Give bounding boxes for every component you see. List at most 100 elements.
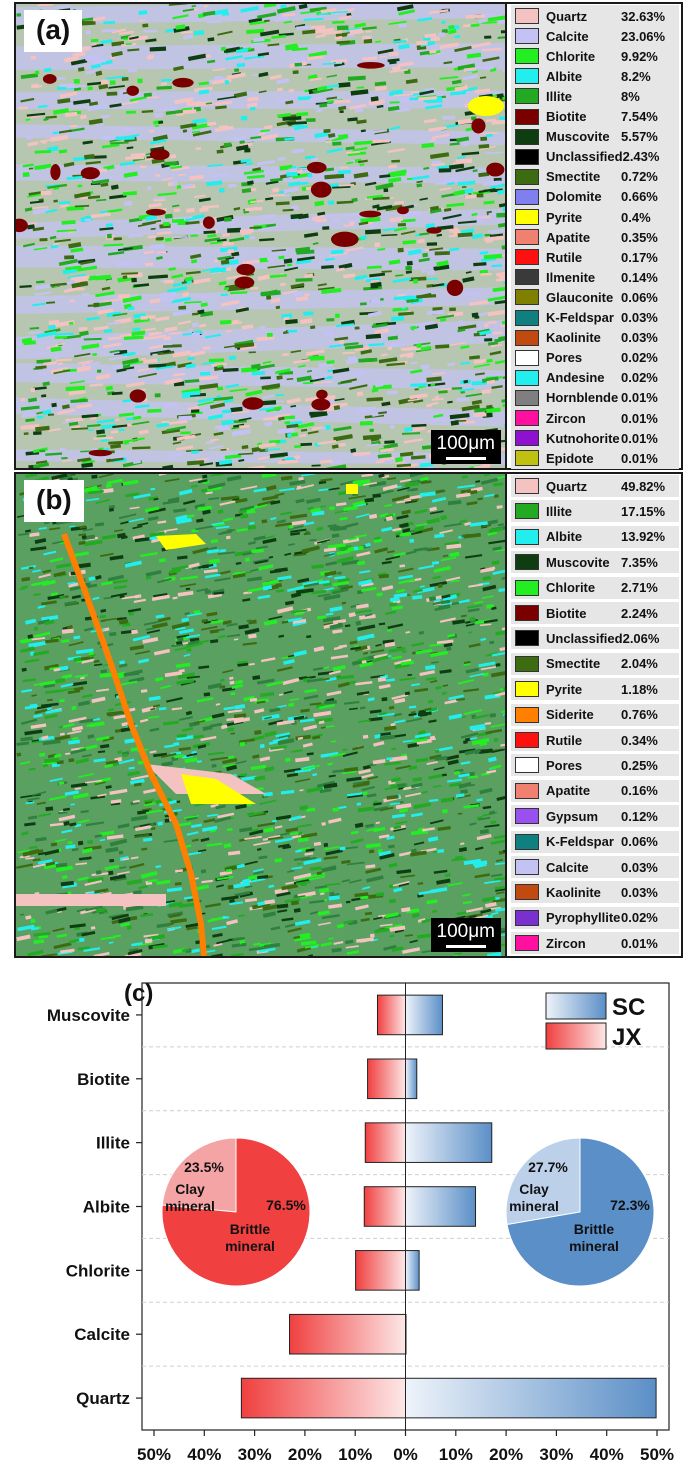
legend-row: Rutile 0.34%: [511, 729, 679, 751]
legend-swatch: [515, 148, 539, 165]
legend-swatch: [515, 68, 539, 85]
bar-jx: [376, 994, 407, 1036]
legend-mineral-value: 0.17%: [621, 249, 658, 265]
legend-mineral-value: 1.18%: [621, 681, 658, 697]
legend-mineral-name: Hornblende: [546, 390, 619, 406]
legend-swatch: [515, 681, 539, 698]
legend-mineral-value: 0.06%: [621, 834, 658, 850]
legend-row: Smectite 2.04%: [511, 652, 679, 675]
legend-swatch: [515, 289, 539, 306]
legend-mineral-name: Kaolinite: [546, 884, 601, 900]
legend-mineral-name: Smectite: [546, 169, 601, 185]
legend-mineral-value: 2.24%: [621, 605, 658, 621]
legend-swatch: [515, 209, 539, 225]
legend-mineral-value: 13.92%: [621, 529, 666, 545]
legend-mineral-value: 0.01%: [621, 450, 658, 466]
legend-mineral-name: Pyrite: [546, 681, 583, 697]
comparison-chart-panel: (c) Muscovite Biotite Illite Albite Chlorite…: [0, 966, 685, 1466]
legend-swatch: [515, 605, 539, 621]
legend-mineral-name: Unclassified: [546, 149, 623, 165]
scale-bar-label-b: 100μm: [436, 921, 495, 942]
legend-row: Dolomite 0.66%: [511, 185, 679, 208]
legend-mineral-value: 7.35%: [621, 554, 658, 570]
legend-mineral-value: 0.01%: [621, 430, 658, 446]
legend-row: Andesine 0.02%: [511, 366, 679, 389]
legend-row: Zircon 0.01%: [511, 407, 679, 429]
bar-sc: [405, 994, 443, 1036]
x-tick-label: 50%: [137, 1445, 171, 1464]
pie-brittle-percent: 76.5%: [266, 1197, 306, 1213]
legend-swatch: [515, 579, 539, 596]
legend-row: Biotite 2.24%: [511, 602, 679, 624]
legend-row: Zircon 0.01%: [511, 932, 679, 955]
legend-mineral-value: 7.54%: [621, 109, 658, 124]
pie-clay-label: Clay mineral: [509, 1181, 559, 1214]
x-tick-label: 30%: [539, 1445, 573, 1464]
legend-mineral-name: Siderite: [546, 707, 594, 723]
legend-mineral-value: 0.4%: [621, 209, 651, 225]
legend-mineral-name: Biotite: [546, 605, 587, 621]
legend-mineral-name: Pores: [546, 350, 583, 366]
pie-slice-brittle: [506, 1137, 655, 1287]
legend-swatch: [515, 935, 539, 952]
legend-row: Ilmenite 0.14%: [511, 266, 679, 289]
legend-mineral-name: Epidote: [546, 450, 594, 466]
legend-swatch: [515, 269, 539, 286]
legend-row: K-Feldspar 0.06%: [511, 830, 679, 853]
legend-swatch: [515, 108, 539, 125]
legend-mineral-name: Calcite: [546, 859, 589, 875]
legend-swatch: [515, 28, 539, 45]
scale-bar-b: 100μm: [430, 918, 501, 952]
legend-mineral-name: Apatite: [546, 229, 591, 245]
legend-row: Muscovite 7.35%: [511, 551, 679, 574]
scale-bar-line-a: [445, 457, 486, 460]
legend-mineral-name: Dolomite: [546, 189, 602, 205]
legend-swatch-jx: [545, 1022, 607, 1050]
legend-row: Kaolinite 0.03%: [511, 326, 679, 349]
legend-mineral-value: 0.03%: [621, 859, 658, 875]
legend-row: Rutile 0.17%: [511, 246, 679, 269]
bar-sc: [405, 1186, 477, 1227]
pie-brittle-label: Brittle mineral: [569, 1221, 619, 1254]
category-label: Biotite: [77, 1070, 130, 1089]
legend-mineral-value: 0.34%: [621, 732, 658, 748]
legend-mineral-name: Biotite: [546, 109, 587, 124]
pie-brittle-label: Brittle mineral: [225, 1221, 275, 1254]
category-label: Illite: [96, 1134, 130, 1153]
x-tick-label: 10%: [338, 1445, 372, 1464]
legend-row: Siderite 0.76%: [511, 703, 679, 726]
legend-mineral-value: 0.03%: [621, 884, 658, 900]
legend-swatch: [515, 369, 539, 386]
legend-swatch: [515, 554, 539, 571]
bar-sc: [405, 1122, 493, 1163]
legend-mineral-value: 0.02%: [621, 350, 658, 366]
pie-slice-clay: [161, 1137, 237, 1213]
legend-mineral-name: Unclassified: [546, 630, 623, 646]
bar-sc: [405, 1058, 418, 1100]
legend-swatch: [515, 249, 539, 266]
legend-mineral-name: Andesine: [546, 370, 605, 386]
mineral-map-image-b: (b) 100μm: [16, 474, 507, 956]
x-tick-label: 30%: [238, 1445, 272, 1464]
pie-slice-clay: [505, 1137, 581, 1226]
category-label: Chlorite: [66, 1261, 130, 1280]
bar-jx: [240, 1377, 406, 1419]
legend-mineral-name: Apatite: [546, 783, 591, 799]
legend-swatch: [515, 168, 539, 185]
legend-mineral-value: 0.72%: [621, 169, 658, 185]
legend-mineral-name: Muscovite: [546, 129, 610, 145]
legend-mineral-value: 8.2%: [621, 68, 651, 84]
legend-swatch: [515, 389, 539, 406]
legend-swatch: [515, 808, 539, 825]
x-tick-label: 50%: [640, 1445, 674, 1464]
legend-mineral-name: Pyrophyllite: [546, 910, 621, 926]
legend-swatch: [515, 732, 539, 748]
legend-mineral-value: 0.06%: [621, 289, 658, 305]
bar-jx: [355, 1250, 406, 1291]
legend-swatch: [515, 188, 539, 205]
legend-row: Quartz 49.82%: [511, 475, 679, 497]
legend-mineral-value: 0.03%: [621, 310, 658, 325]
category-label: Albite: [83, 1198, 130, 1217]
category-label: Muscovite: [47, 1006, 130, 1025]
legend-mineral-value: 0.14%: [621, 269, 658, 285]
